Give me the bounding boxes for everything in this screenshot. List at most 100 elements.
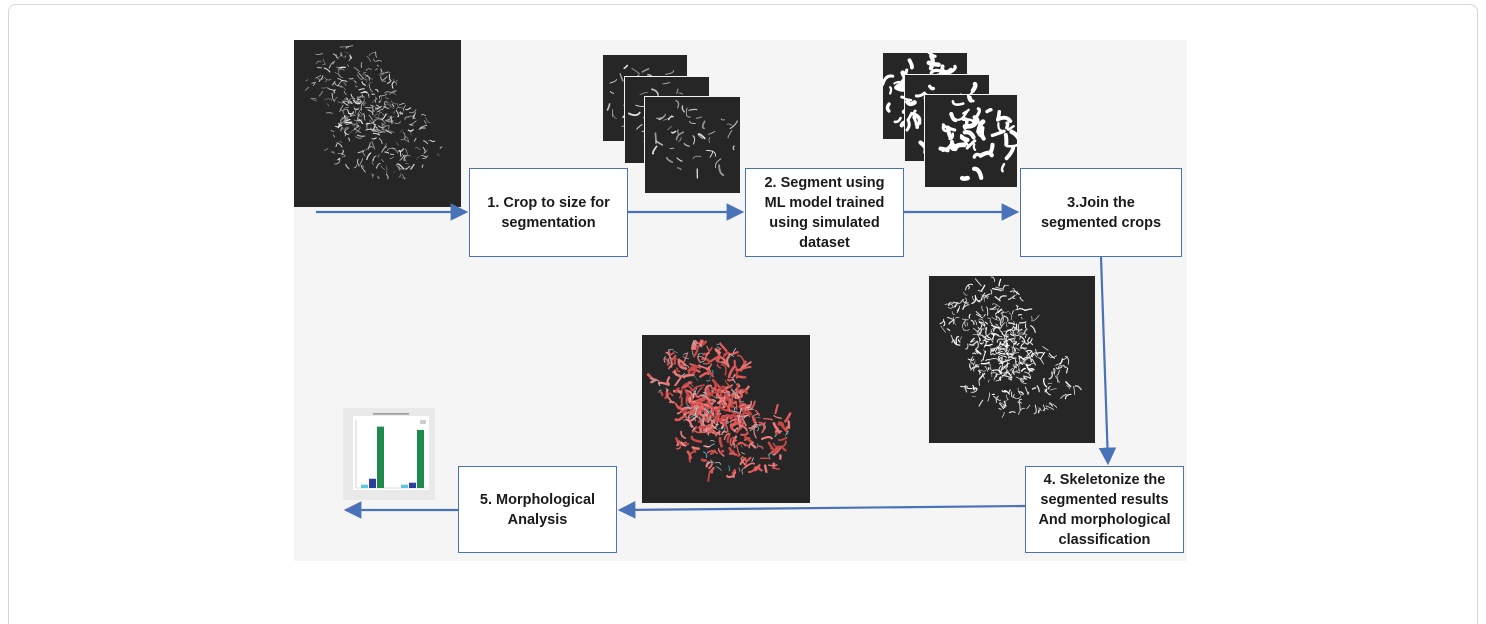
fiber-segment: [1019, 408, 1025, 414]
fiber-segment: [672, 131, 676, 132]
fiber-segment: [373, 174, 374, 176]
fiber-segment: [682, 374, 684, 376]
fiber-segment: [757, 417, 761, 418]
fiber-segment: [1006, 323, 1007, 327]
fiber-segment: [362, 78, 366, 80]
fiber-segment: [355, 126, 359, 128]
fiber-segment: [1037, 386, 1039, 392]
fiber-segment: [369, 147, 373, 148]
fiber-segment: [419, 128, 425, 129]
fiber-segment: [707, 346, 709, 350]
fiber-segment: [676, 101, 679, 108]
fiber-segment: [361, 104, 362, 110]
fiber-segment: [396, 110, 398, 117]
fiber-segment: [367, 56, 371, 61]
fiber-segment: [976, 298, 980, 302]
fiber-segment: [369, 84, 372, 91]
fiber-segment: [383, 77, 387, 80]
fiber-segment: [1009, 390, 1011, 393]
fiber-segment: [968, 286, 969, 289]
fiber-segment: [729, 404, 730, 411]
fiber-segment: [954, 302, 958, 303]
fiber-segment: [421, 155, 426, 157]
fiber-segment: [1075, 386, 1081, 390]
fiber-segment: [728, 379, 733, 380]
fiber-segment: [372, 142, 375, 149]
fiber-segment: [940, 319, 944, 324]
fiber-segment: [774, 416, 781, 419]
fiber-segment: [727, 356, 729, 366]
fiber-segment: [366, 79, 368, 83]
fiber-segment: [346, 165, 349, 169]
fiber-segment: [345, 122, 352, 123]
fiber-segment: [364, 99, 366, 103]
fiber-segment: [368, 143, 370, 150]
fiber-segment: [1020, 334, 1025, 335]
fiber-segment: [692, 437, 701, 442]
fiber-segment: [1025, 387, 1028, 394]
fiber-segment: [363, 165, 364, 167]
fiber-segment: [743, 411, 745, 415]
fiber-segment: [1006, 338, 1007, 341]
skeleton-overlay-image: [642, 335, 810, 503]
fiber-segment: [357, 159, 359, 166]
fiber-segment: [752, 458, 754, 462]
fiber-segment: [397, 103, 399, 107]
thumbnail-bar: [369, 479, 376, 488]
thumbnail-bar: [401, 485, 408, 488]
fiber-segment: [741, 452, 745, 454]
fiber-segment: [385, 101, 387, 102]
fiber-segment: [1007, 123, 1008, 128]
fiber-segment: [624, 65, 627, 68]
fiber-segment: [775, 435, 776, 437]
fiber-segment: [1013, 364, 1016, 365]
fiber-segment: [438, 154, 440, 157]
fiber-segment: [914, 117, 916, 124]
fiber-segment: [360, 159, 363, 165]
fiber-segment: [931, 56, 933, 68]
fiber-segment: [975, 109, 980, 120]
fiber-segment: [344, 56, 346, 57]
fiber-segment: [720, 438, 722, 446]
fiber-segment: [374, 59, 375, 61]
thumbnail-chart: [343, 408, 435, 500]
fiber-segment: [361, 63, 362, 68]
fiber-segment: [973, 84, 975, 91]
fiber-segment: [335, 72, 340, 75]
fiber-segment: [366, 69, 371, 71]
fiber-segment: [996, 317, 997, 319]
step-2-box: 2. Segment using ML model trained using …: [745, 168, 904, 257]
fiber-segment: [721, 119, 724, 120]
fiber-segment: [715, 462, 721, 464]
fiber-segment: [338, 79, 342, 81]
fiber-segment: [339, 75, 343, 78]
fiber-segment: [399, 175, 401, 177]
fiber-segment: [382, 160, 384, 162]
fiber-segment: [677, 158, 682, 161]
fiber-segment: [991, 359, 999, 362]
fiber-segment: [910, 60, 913, 67]
fiber-segment: [1024, 329, 1027, 333]
fiber-segment: [1045, 389, 1050, 390]
fiber-segment: [665, 70, 673, 74]
fiber-segment: [713, 380, 720, 388]
fiber-segment: [982, 128, 984, 139]
fiber-segment: [652, 89, 658, 95]
fiber-segment: [1073, 387, 1074, 395]
step-3-box: 3.Join the segmented crops: [1020, 168, 1182, 257]
fiber-segment: [999, 408, 1001, 409]
fiber-segment: [1027, 405, 1030, 409]
fiber-segment: [1008, 126, 1013, 130]
fiber-segment: [1006, 395, 1008, 400]
fiber-segment: [726, 426, 728, 432]
fiber-segment: [440, 147, 442, 149]
fiber-segment: [362, 148, 368, 151]
fiber-segment: [610, 92, 613, 94]
fiber-segment: [747, 458, 751, 461]
fiber-segment: [1057, 370, 1059, 375]
fiber-segment: [991, 290, 992, 294]
fiber-segment: [1021, 317, 1022, 319]
fiber-segment: [319, 91, 323, 96]
fiber-segment: [974, 169, 981, 178]
fiber-segment: [987, 307, 988, 316]
